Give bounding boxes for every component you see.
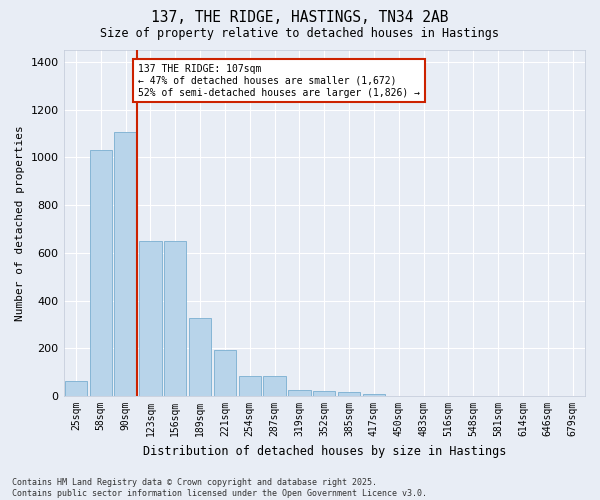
Bar: [263, 376, 286, 396]
Bar: [139, 241, 161, 396]
Text: 137 THE RIDGE: 107sqm
← 47% of detached houses are smaller (1,672)
52% of semi-d: 137 THE RIDGE: 107sqm ← 47% of detached …: [138, 64, 420, 98]
Bar: [115, 132, 137, 396]
Text: Contains HM Land Registry data © Crown copyright and database right 2025.
Contai: Contains HM Land Registry data © Crown c…: [12, 478, 427, 498]
Bar: [288, 390, 311, 396]
Bar: [214, 350, 236, 396]
Bar: [363, 394, 385, 396]
Bar: [189, 318, 211, 396]
Y-axis label: Number of detached properties: Number of detached properties: [15, 125, 25, 321]
Bar: [89, 150, 112, 396]
Text: 137, THE RIDGE, HASTINGS, TN34 2AB: 137, THE RIDGE, HASTINGS, TN34 2AB: [151, 10, 449, 25]
Bar: [239, 376, 261, 396]
Bar: [338, 392, 360, 396]
X-axis label: Distribution of detached houses by size in Hastings: Distribution of detached houses by size …: [143, 444, 506, 458]
Bar: [164, 241, 187, 396]
Bar: [65, 380, 87, 396]
Bar: [313, 392, 335, 396]
Text: Size of property relative to detached houses in Hastings: Size of property relative to detached ho…: [101, 28, 499, 40]
